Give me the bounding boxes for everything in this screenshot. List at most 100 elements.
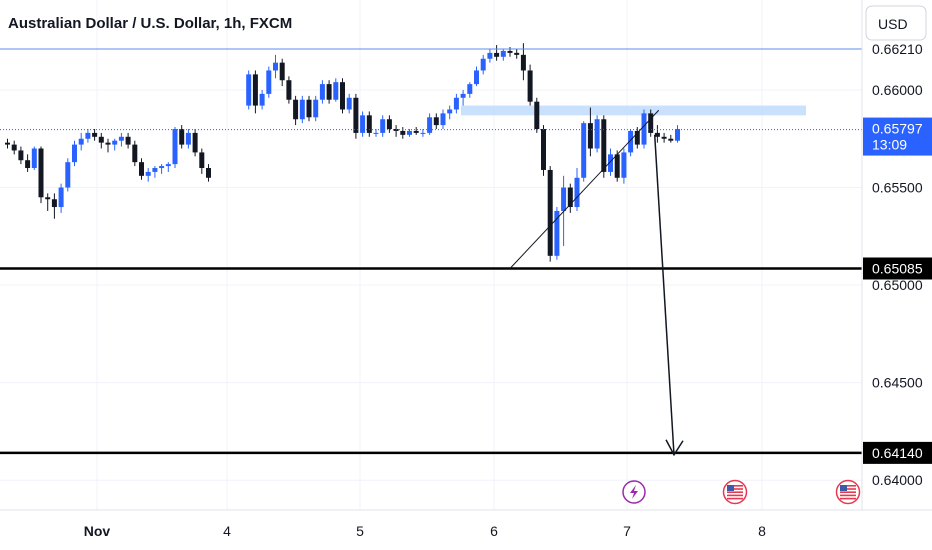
candle-body bbox=[206, 168, 211, 178]
candle-body bbox=[139, 162, 144, 176]
candle-body bbox=[293, 99, 299, 120]
flag-canton bbox=[727, 485, 734, 491]
support-badge-value: 0.65085 bbox=[872, 260, 923, 276]
time-tick-label: 6 bbox=[490, 523, 498, 539]
candle-body bbox=[333, 82, 339, 100]
candle-body bbox=[614, 154, 620, 178]
currency-label: USD bbox=[878, 16, 908, 32]
candle-body bbox=[152, 168, 158, 172]
candle-body bbox=[5, 142, 10, 145]
candle-body bbox=[581, 123, 587, 178]
time-tick-label: 5 bbox=[356, 523, 364, 539]
candle-body bbox=[125, 136, 131, 145]
candle-body bbox=[400, 130, 406, 135]
price-tick-label: 0.66210 bbox=[872, 41, 923, 57]
price-tick-label: 0.64500 bbox=[872, 375, 923, 391]
candle-body bbox=[132, 144, 138, 163]
candle-body bbox=[480, 58, 486, 71]
candle-body bbox=[252, 74, 258, 106]
candle-body bbox=[92, 132, 98, 137]
candle-body bbox=[18, 150, 24, 161]
price-tick-label: 0.66000 bbox=[872, 82, 923, 98]
candle-body bbox=[460, 93, 466, 98]
candle-body bbox=[326, 84, 332, 100]
candle-body bbox=[179, 128, 185, 145]
current-price-badge-countdown: 13:09 bbox=[872, 137, 907, 153]
candle-body bbox=[561, 187, 567, 211]
flag-stripe bbox=[840, 485, 856, 487]
candle-body bbox=[78, 138, 84, 145]
candle-body bbox=[587, 123, 593, 149]
candle-body bbox=[574, 177, 580, 208]
candle-body bbox=[38, 148, 44, 198]
candle-body bbox=[353, 97, 359, 133]
grid-layer bbox=[0, 0, 862, 510]
candle-body bbox=[105, 142, 111, 145]
candle-body bbox=[366, 115, 372, 133]
candle-body bbox=[25, 160, 31, 169]
flag-stripe bbox=[840, 494, 856, 497]
candle-body bbox=[11, 144, 17, 151]
candle-body bbox=[601, 119, 607, 172]
candle-body bbox=[654, 132, 660, 137]
candle-body bbox=[634, 130, 640, 145]
candle-body bbox=[453, 97, 459, 110]
projection-arrow-head bbox=[665, 439, 684, 457]
price-tick-label: 0.64000 bbox=[872, 472, 923, 488]
candle-body bbox=[259, 93, 265, 106]
flag-stripe bbox=[727, 497, 743, 500]
flag-stripe bbox=[727, 488, 743, 490]
candle-body bbox=[554, 210, 560, 256]
candle-body bbox=[31, 148, 37, 169]
flag-stripe bbox=[840, 497, 856, 500]
candle-body bbox=[433, 117, 439, 126]
candle-body bbox=[360, 115, 366, 133]
chart-title: Australian Dollar / U.S. Dollar, 1h, FXC… bbox=[8, 15, 292, 32]
candle-body bbox=[675, 128, 680, 141]
candle-body bbox=[447, 109, 453, 114]
candle-body bbox=[494, 52, 500, 57]
candle-body bbox=[541, 128, 546, 170]
candle-body bbox=[192, 132, 198, 153]
time-tick-label: 4 bbox=[223, 523, 231, 539]
candle-body bbox=[145, 171, 151, 176]
candle-body bbox=[98, 136, 104, 143]
currency-button[interactable]: USD bbox=[865, 5, 927, 41]
time-tick-label: Nov bbox=[84, 523, 111, 539]
lightning-icon[interactable] bbox=[622, 480, 646, 504]
candle-body bbox=[51, 199, 57, 208]
candle-body bbox=[621, 152, 627, 178]
candle-body bbox=[118, 136, 124, 141]
candle-body bbox=[648, 113, 654, 133]
candle-body bbox=[45, 197, 51, 200]
candle-body bbox=[266, 70, 272, 94]
time-axis[interactable]: Nov 4 5 6 7 8 bbox=[84, 523, 766, 539]
lightning-bolt bbox=[630, 485, 638, 499]
candle-body bbox=[346, 97, 352, 110]
candle-body bbox=[306, 99, 312, 118]
us-flag-icon[interactable] bbox=[835, 479, 861, 505]
events-row bbox=[622, 479, 861, 505]
candle-body bbox=[299, 99, 305, 120]
candle-body bbox=[527, 70, 533, 102]
candle-body bbox=[514, 52, 520, 55]
price-tick-label: 0.65500 bbox=[872, 180, 923, 196]
candle-body bbox=[427, 117, 433, 133]
flag-stripe bbox=[727, 491, 743, 493]
support-badge-bg bbox=[863, 257, 932, 280]
candle-body bbox=[500, 50, 506, 57]
flag-stripe bbox=[727, 485, 743, 487]
candle-body bbox=[547, 169, 553, 256]
candle-body bbox=[661, 136, 667, 139]
candle-body bbox=[373, 132, 379, 134]
price-axis[interactable]: 0.66210 0.66000 0.65500 0.65000 0.64500 0.640… bbox=[872, 41, 923, 488]
current-price-badge-bg bbox=[863, 117, 932, 156]
time-tick-label: 7 bbox=[623, 523, 631, 539]
candle-body bbox=[520, 54, 526, 71]
candle-body bbox=[319, 84, 325, 100]
candle-body bbox=[420, 132, 426, 134]
us-flag-icon[interactable] bbox=[722, 479, 748, 505]
candle-body bbox=[165, 164, 171, 167]
